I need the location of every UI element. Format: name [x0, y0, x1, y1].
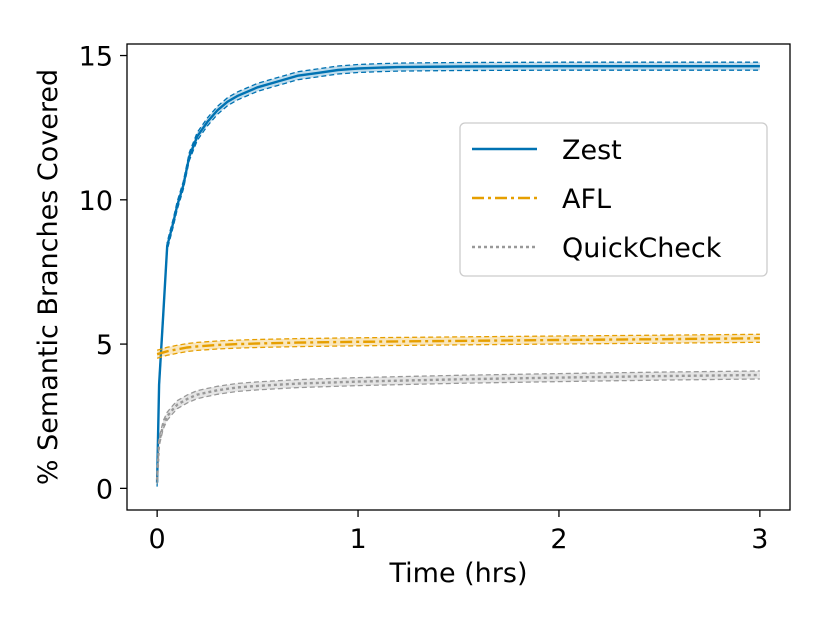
y-tick-label: 5	[96, 330, 113, 361]
confidence-band	[157, 371, 760, 484]
y-tick-label: 10	[79, 186, 113, 217]
series-afl	[156, 333, 760, 359]
band-upper-line	[156, 333, 760, 351]
series-line	[156, 337, 760, 356]
y-tick-label: 15	[79, 42, 113, 73]
legend-label: AFL	[562, 184, 611, 215]
confidence-band	[157, 334, 760, 359]
x-axis: 0 1 2 3	[149, 510, 768, 555]
series-zest	[155, 61, 760, 487]
x-tick-label: 0	[149, 524, 166, 555]
y-tick-label: 0	[96, 474, 113, 505]
y-axis-label: % Semantic Branches Covered	[33, 69, 64, 485]
x-tick-label: 2	[550, 524, 567, 555]
legend-box	[459, 122, 768, 277]
band-lower-line	[156, 341, 760, 359]
series-line	[155, 373, 760, 480]
x-tick-label: 3	[751, 524, 768, 555]
band-lower-line	[156, 378, 760, 484]
legend-label: Zest	[562, 135, 622, 166]
series-quickcheck	[155, 370, 760, 484]
legend: Zest AFL QuickCheck	[459, 122, 768, 277]
y-axis: 0 5 10 15	[79, 42, 127, 505]
axes-frame	[126, 43, 791, 511]
x-axis-label: Time (hrs)	[388, 558, 527, 589]
band-upper-line	[156, 370, 760, 476]
series-line	[155, 65, 760, 483]
legend-label: QuickCheck	[562, 233, 722, 264]
x-tick-label: 1	[349, 524, 366, 555]
plot-area	[155, 61, 760, 487]
